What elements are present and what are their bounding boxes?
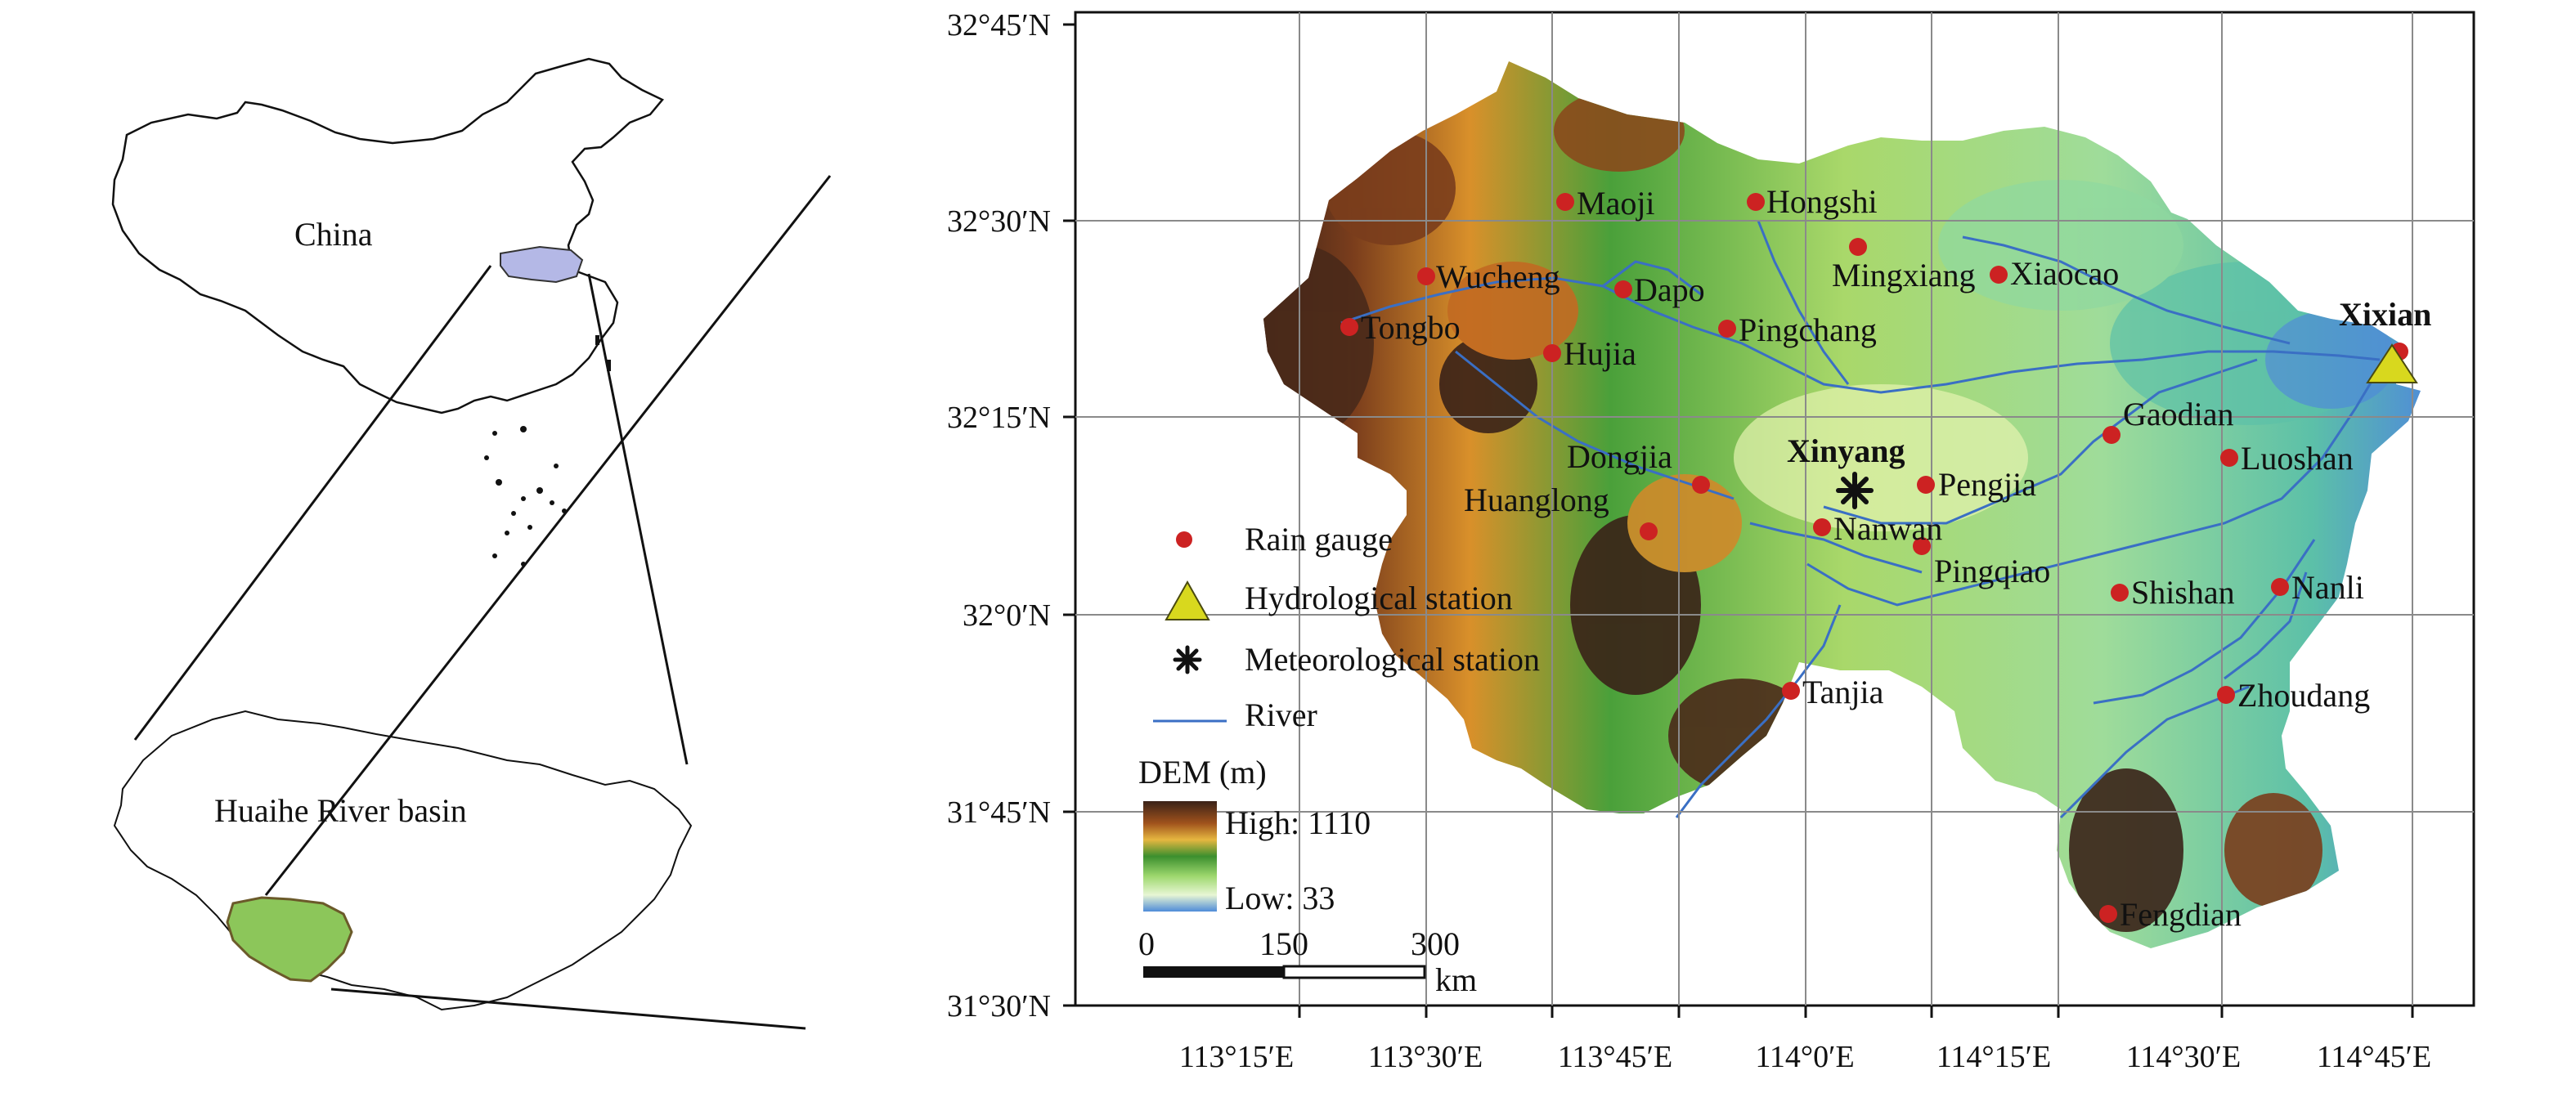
scalebar-unit: km	[1435, 961, 1477, 998]
zoom-lines	[133, 175, 832, 1030]
lat-tick-label: 32°0′N	[963, 598, 1051, 633]
place-label: Nanli	[2291, 569, 2364, 606]
gauge-marker-dapo[interactable]	[1614, 280, 1632, 298]
place-label: Xinyang	[1787, 432, 1905, 469]
gauge-marker-xiaocao[interactable]	[1990, 266, 2008, 284]
scalebar-tick-label: 300	[1411, 925, 1460, 962]
place-label: Dongjia	[1567, 438, 1672, 475]
china-label: China	[294, 216, 373, 253]
legend-river-label: River	[1245, 697, 1317, 733]
place-label: Luoshan	[2241, 440, 2354, 477]
scalebar-black-segment	[1143, 966, 1284, 978]
scalebar-tick-label: 0	[1138, 925, 1155, 962]
legend-hydro-symbol	[1165, 580, 1210, 620]
gauge-marker-luoshan[interactable]	[2220, 449, 2238, 467]
lon-axis: 113°15′E 113°30′E 113°45′E 114°0′E 114°1…	[1179, 1006, 2431, 1074]
place-label: Fengdian	[2120, 896, 2242, 933]
place-label: Pingchang	[1739, 311, 1877, 348]
lon-tick-label: 114°45′E	[2317, 1040, 2431, 1074]
inset-panel: China Huaihe River basin	[111, 57, 832, 1030]
gauge-marker-wucheng[interactable]	[1417, 267, 1435, 285]
gauge-marker-fengdian[interactable]	[2099, 905, 2117, 923]
lon-tick-label: 113°15′E	[1179, 1040, 1294, 1074]
place-label: Hujia	[1564, 335, 1636, 372]
gauge-marker-zhoudang[interactable]	[2217, 686, 2235, 704]
legend-met-symbol	[1173, 645, 1202, 674]
gauge-marker-mingxiang[interactable]	[1849, 238, 1867, 256]
place-label: Wucheng	[1436, 258, 1560, 295]
gauge-marker-gaodian[interactable]	[2103, 426, 2120, 444]
place-label: Nanwan	[1833, 510, 1942, 547]
lon-tick-label: 114°30′E	[2126, 1040, 2241, 1074]
scalebar-white-segment	[1282, 965, 1426, 979]
gauge-marker-pengjia[interactable]	[1917, 476, 1935, 494]
place-label: Tanjia	[1802, 674, 1884, 710]
main-map: 32°45′N 32°30′N 32°15′N 32°0′N 31°45′N 3…	[947, 8, 2475, 1074]
station-labels: Maoji Hongshi Mingxiang Xiaocao Wucheng …	[1361, 183, 2431, 933]
place-label: Gaodian	[2123, 396, 2234, 432]
basin-label: Huaihe River basin	[214, 792, 467, 829]
gauge-marker-shishan[interactable]	[2111, 584, 2129, 602]
gauge-marker-maoji[interactable]	[1556, 193, 1574, 211]
china-highlight-region	[500, 245, 584, 284]
place-label: Xiaocao	[2010, 255, 2119, 292]
legend-hydro-label: Hydrological station	[1245, 580, 1513, 616]
legend-met-label: Meteorological station	[1245, 641, 1540, 678]
place-label: Zhoudang	[2237, 677, 2370, 714]
place-label: Xixian	[2339, 296, 2431, 333]
lat-tick-label: 32°15′N	[947, 401, 1051, 435]
gauge-marker-nanli[interactable]	[2271, 578, 2289, 596]
place-label: Shishan	[2131, 574, 2235, 611]
gauge-marker-tanjia[interactable]	[1782, 682, 1800, 700]
basin-outline	[113, 710, 693, 1011]
lon-tick-label: 113°45′E	[1558, 1040, 1672, 1074]
dem-title: DEM (m)	[1138, 754, 1267, 791]
lat-tick-label: 31°45′N	[947, 795, 1051, 830]
rivers	[1340, 220, 2381, 819]
place-label: Tongbo	[1361, 309, 1461, 346]
lat-axis: 32°45′N 32°30′N 32°15′N 32°0′N 31°45′N 3…	[947, 8, 1075, 1024]
gauge-marker-nanwan[interactable]	[1813, 518, 1831, 536]
lon-tick-label: 113°30′E	[1368, 1040, 1483, 1074]
hydrological-station-marker[interactable]	[2366, 343, 2418, 383]
graticule	[1075, 12, 2474, 1006]
place-label: Mingxiang	[1832, 257, 1976, 293]
legend-gauge-label: Rain gauge	[1245, 521, 1393, 558]
scalebar-tick-label: 150	[1259, 925, 1308, 962]
dem-colorbar	[1143, 801, 1217, 912]
place-label: Pingqiao	[1934, 553, 2050, 589]
lat-tick-label: 32°45′N	[947, 8, 1051, 43]
lat-tick-label: 31°30′N	[947, 989, 1051, 1024]
station-markers	[1340, 193, 2408, 923]
gauge-marker-pingqiao[interactable]	[1913, 537, 1931, 555]
gauge-marker-dongjia[interactable]	[1692, 476, 1710, 494]
place-label: Maoji	[1577, 185, 1655, 222]
lat-tick-label: 32°30′N	[947, 204, 1051, 239]
study-area-inset	[226, 896, 353, 983]
south-china-sea-islands	[484, 335, 611, 567]
gauge-marker-pingchang[interactable]	[1718, 320, 1736, 338]
china-outline	[111, 57, 664, 414]
legend-gauge-symbol	[1176, 531, 1192, 548]
place-label: Dapo	[1634, 271, 1705, 308]
place-label: Pengjia	[1938, 466, 2036, 503]
gauge-marker-hongshi[interactable]	[1747, 193, 1765, 211]
gauge-marker-tongbo[interactable]	[1340, 318, 1358, 336]
map-legend: Rain gauge Hydrological station Meteorol…	[1138, 521, 1540, 998]
lon-tick-label: 114°0′E	[1755, 1040, 1854, 1074]
place-label: Huanglong	[1464, 482, 1609, 518]
lon-tick-label: 114°15′E	[1936, 1040, 2051, 1074]
place-label: Hongshi	[1766, 183, 1878, 220]
gauge-marker-huanglong[interactable]	[1640, 522, 1658, 540]
dem-high-label: High: 1110	[1225, 804, 1371, 841]
meteorological-station-marker[interactable]	[1836, 472, 1874, 509]
dem-low-label: Low: 33	[1225, 880, 1335, 916]
gauge-marker-hujia[interactable]	[1543, 344, 1561, 362]
